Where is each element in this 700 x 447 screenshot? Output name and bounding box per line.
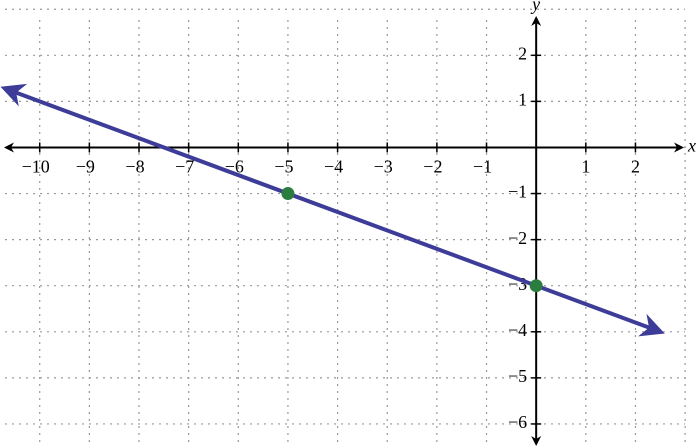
- x-tick-label: 2: [631, 157, 640, 177]
- x-tick-label: −4: [324, 157, 343, 177]
- y-tick-label: −1: [508, 182, 527, 202]
- y-axis-label: y: [530, 0, 540, 14]
- y-tick-label: 2: [518, 43, 527, 63]
- x-tick-label: −1: [473, 157, 492, 177]
- y-tick-label: −4: [508, 320, 527, 340]
- y-tick-label: −6: [508, 412, 527, 432]
- x-tick-label: −10: [22, 157, 50, 177]
- y-tick-label: −2: [508, 228, 527, 248]
- x-axis-label: x: [687, 136, 696, 156]
- y-tick-label: −5: [508, 366, 527, 386]
- point: [281, 187, 295, 201]
- x-tick-label: 1: [581, 157, 590, 177]
- line: [0, 83, 665, 337]
- y-tick-label: 1: [518, 90, 527, 110]
- x-tick-label: −2: [423, 157, 442, 177]
- x-tick-label: −3: [374, 157, 393, 177]
- x-tick-label: −9: [76, 157, 95, 177]
- point: [529, 279, 543, 293]
- x-tick-label: −5: [274, 157, 293, 177]
- x-tick-label: −8: [125, 157, 144, 177]
